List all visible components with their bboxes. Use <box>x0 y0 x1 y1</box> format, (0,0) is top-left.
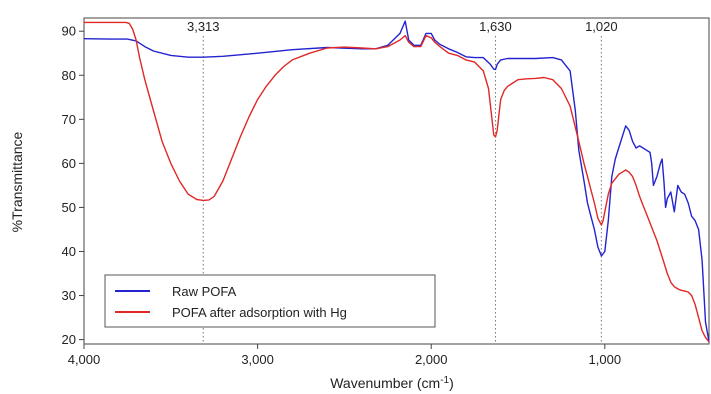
x-tick-label: 1,000 <box>589 352 622 367</box>
peak-label: 1,630 <box>479 19 512 34</box>
y-axis-title: %Transmittance <box>9 131 25 232</box>
plot-area: 3,313 1,630 1,020 <box>83 17 710 345</box>
x-tick-label: 2,000 <box>415 352 448 367</box>
plot-frame <box>83 17 710 345</box>
x-axis: 4,000 3,000 2,000 1,000 <box>68 344 621 367</box>
legend-label-pofa-after-hg: POFA after adsorption with Hg <box>172 305 347 320</box>
legend-box <box>104 274 436 328</box>
y-tick-label: 50 <box>62 200 76 215</box>
series-lines <box>83 20 710 343</box>
legend-label-raw-pofa: Raw POFA <box>172 284 237 299</box>
y-tick-label: 70 <box>62 112 76 127</box>
series-line-pofa-after-hg <box>84 21 710 343</box>
peak-label: 3,313 <box>187 19 220 34</box>
y-tick-label: 80 <box>62 68 76 83</box>
y-tick-label: 20 <box>62 332 76 347</box>
y-tick-label: 60 <box>62 156 76 171</box>
x-tick-label: 3,000 <box>241 352 274 367</box>
y-axis: 20 30 40 50 60 70 80 90 <box>62 24 84 347</box>
y-tick-label: 90 <box>62 24 76 39</box>
x-axis-title-superscript: -1 <box>440 375 449 386</box>
x-tick-label: 4,000 <box>68 352 101 367</box>
x-axis-title: Wavenumber (cm-1) <box>330 375 454 391</box>
y-tick-label: 30 <box>62 288 76 303</box>
peak-label: 1,020 <box>585 19 618 34</box>
y-tick-label: 40 <box>62 244 76 259</box>
annotation-labels: 3,313 1,630 1,020 <box>187 19 618 34</box>
legend: Raw POFA POFA after adsorption with Hg <box>104 274 436 328</box>
